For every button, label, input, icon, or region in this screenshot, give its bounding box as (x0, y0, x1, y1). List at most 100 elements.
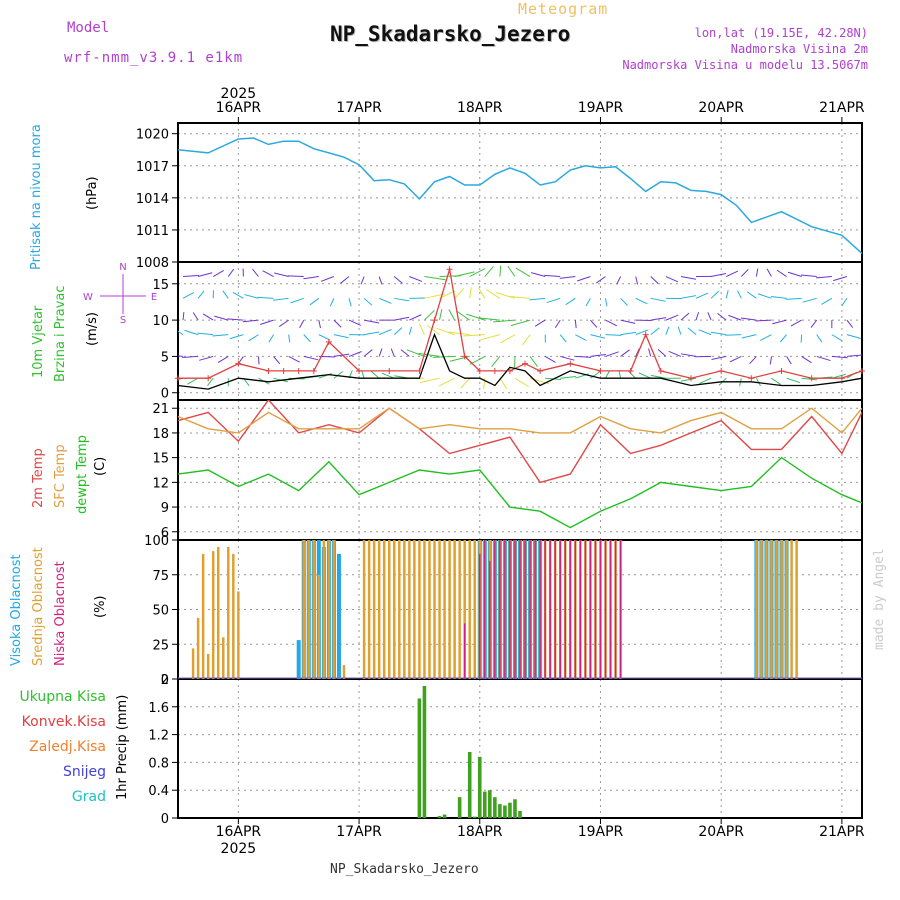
low-cloud-bar (599, 540, 602, 679)
ytick-label-temperature-5: 21 (152, 402, 169, 417)
precip-bar (472, 816, 477, 818)
precip-bar (488, 790, 492, 818)
wind-barb (394, 316, 410, 321)
wind-barb (846, 354, 862, 357)
gust-marker (205, 375, 212, 382)
cloud-ylabel-low: Niska Oblacnost (53, 561, 68, 666)
wind-barb (638, 372, 651, 379)
wind-barb (510, 319, 531, 327)
wind-barb (409, 276, 423, 282)
low-cloud-bar (494, 540, 496, 679)
wind-barb (680, 276, 697, 280)
low-cloud-bar (604, 540, 607, 679)
precip-bar (513, 799, 517, 818)
wind-barb (522, 334, 531, 346)
mid-cloud-bar (418, 540, 421, 679)
wind-barb (393, 327, 403, 336)
wind-barb (618, 370, 622, 379)
gust-marker (431, 317, 438, 324)
low-cloud-bar (559, 540, 561, 679)
wind-barb (816, 276, 832, 279)
wind-barb (508, 295, 531, 299)
wind-barb (507, 265, 516, 277)
wind-barb (378, 276, 383, 285)
mid-cloud-bar (377, 540, 381, 679)
gust-marker (748, 375, 755, 382)
precip-legend-0: Ukupna Kisa (19, 689, 106, 705)
mid-cloud-bar (428, 540, 431, 679)
wind-barb (710, 290, 719, 299)
compass-n: N (119, 262, 126, 273)
wind-barb (729, 355, 742, 363)
wind-barb (635, 329, 649, 336)
low-cloud-bar (594, 540, 597, 679)
wind-barb (779, 334, 787, 343)
wind-barb (650, 374, 666, 379)
precip-bar (498, 804, 502, 818)
wind-barb (393, 276, 403, 284)
precip-legend-2: Zaledj.Kisa (29, 739, 106, 755)
wind-barb (493, 319, 516, 323)
ytick-label-precip-4: 1.6 (148, 701, 169, 716)
wind-barb (534, 319, 546, 327)
wind-barb (278, 319, 289, 327)
wind-barb (378, 297, 392, 304)
wind-barb (620, 349, 630, 357)
ytick-label-temperature-1: 9 (161, 501, 169, 516)
wind-barb (769, 356, 772, 365)
low-cloud-bar (463, 623, 466, 679)
wind-barb (544, 274, 561, 278)
wind-barb (736, 290, 742, 299)
mid-cloud-bar (307, 540, 311, 679)
wind-barb (262, 270, 274, 277)
wind-barb (758, 293, 772, 299)
wind-barb (785, 297, 802, 300)
low-cloud-bar (584, 540, 587, 679)
wind-barb (197, 272, 213, 278)
ytick-label-temperature-3: 15 (152, 452, 169, 467)
wind-barb (340, 276, 350, 284)
wind-barb (419, 377, 440, 384)
mid-cloud-bar (458, 540, 461, 679)
compass-s: S (120, 315, 126, 326)
wind-barb (590, 319, 598, 328)
wind-barb (677, 326, 682, 335)
low-cloud-bar (509, 540, 511, 679)
wind-barb (197, 290, 205, 299)
wind-barb (559, 276, 576, 279)
wind-barb (259, 319, 274, 325)
mid-cloud-bar (367, 540, 371, 679)
precip-bar (457, 797, 462, 818)
wind-barb (711, 273, 727, 278)
wind-barb (755, 319, 772, 322)
mid-cloud-bar (408, 540, 411, 679)
wind-barb (620, 319, 636, 324)
wind-barb (648, 348, 652, 357)
gust-marker (461, 353, 468, 360)
wind-barb (554, 319, 561, 328)
wind-gust-line (178, 269, 863, 379)
low-cloud-bar (529, 540, 531, 679)
low-cloud-bar (614, 540, 617, 679)
wind-barb (480, 334, 501, 341)
wind-barb (227, 318, 244, 321)
gust-marker (325, 338, 332, 345)
ytick-label-clouds-1: 25 (152, 638, 169, 653)
precip-legend-3: Snijeg (63, 764, 106, 780)
wind-barb (309, 297, 320, 306)
wind-barb (770, 296, 787, 299)
precip-bar (422, 685, 427, 818)
sfc-temp-line (178, 407, 862, 434)
wind-barb (486, 289, 501, 299)
wind-barb (846, 319, 854, 328)
mid-cloud-bar (312, 540, 316, 679)
wind-barb (695, 292, 709, 299)
wind-barb (182, 292, 195, 299)
low-cloud-bar (579, 540, 582, 679)
low-cloud-bar (514, 540, 516, 679)
wind-barb (378, 329, 392, 336)
wind-barb (227, 268, 235, 277)
mid-cloud-bar (196, 617, 200, 679)
mid-cloud-bar (755, 540, 758, 679)
wind-barb (710, 331, 727, 336)
